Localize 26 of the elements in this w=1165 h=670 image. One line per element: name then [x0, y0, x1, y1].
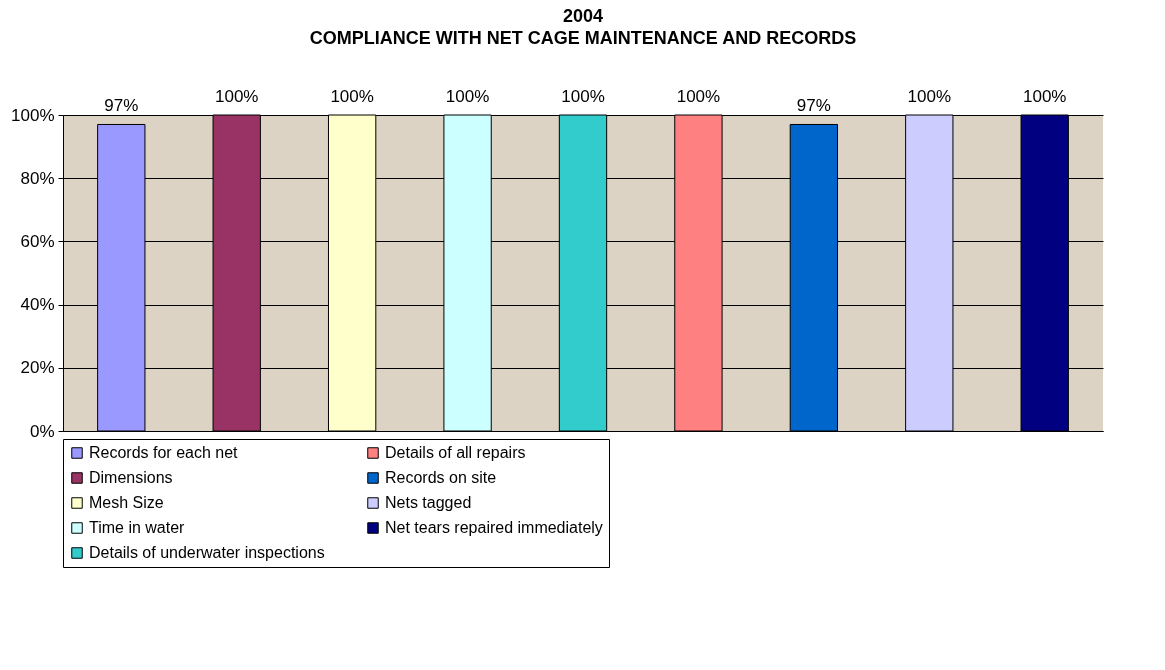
y-tick-label: 80% — [20, 168, 55, 188]
y-tick-label: 100% — [11, 105, 55, 125]
legend-label: Net tears repaired immediately — [385, 519, 603, 536]
data-label: 100% — [445, 87, 490, 106]
data-label: 97% — [796, 96, 831, 116]
legend-label: Dimensions — [89, 469, 173, 486]
data-label: 100% — [1022, 87, 1067, 106]
y-tick-label: 20% — [20, 358, 55, 378]
legend-label: Details of all repairs — [385, 444, 526, 461]
data-label: 100% — [330, 87, 374, 106]
legend-label: Records on site — [385, 469, 497, 486]
y-tick-label: 60% — [20, 231, 55, 251]
legend-label: Records for each net — [89, 444, 239, 461]
legend-label: Mesh Size — [89, 494, 164, 511]
legend-label: Nets tagged — [385, 494, 472, 511]
data-label: 100% — [907, 87, 952, 106]
y-tick-label: 40% — [20, 295, 55, 315]
y-tick-label: 0% — [29, 421, 55, 441]
data-label: 97% — [104, 96, 139, 116]
legend-label: Details of underwater inspections — [89, 544, 325, 561]
data-label: 100% — [214, 87, 259, 106]
chart-subtitle: COMPLIANCE WITH NET CAGE MAINTENANCE AND RECORDS — [309, 28, 857, 48]
data-label: 100% — [676, 87, 721, 106]
data-label: 100% — [561, 87, 605, 106]
chart-title: 2004 — [562, 6, 604, 26]
legend-label: Time in water — [89, 519, 186, 536]
